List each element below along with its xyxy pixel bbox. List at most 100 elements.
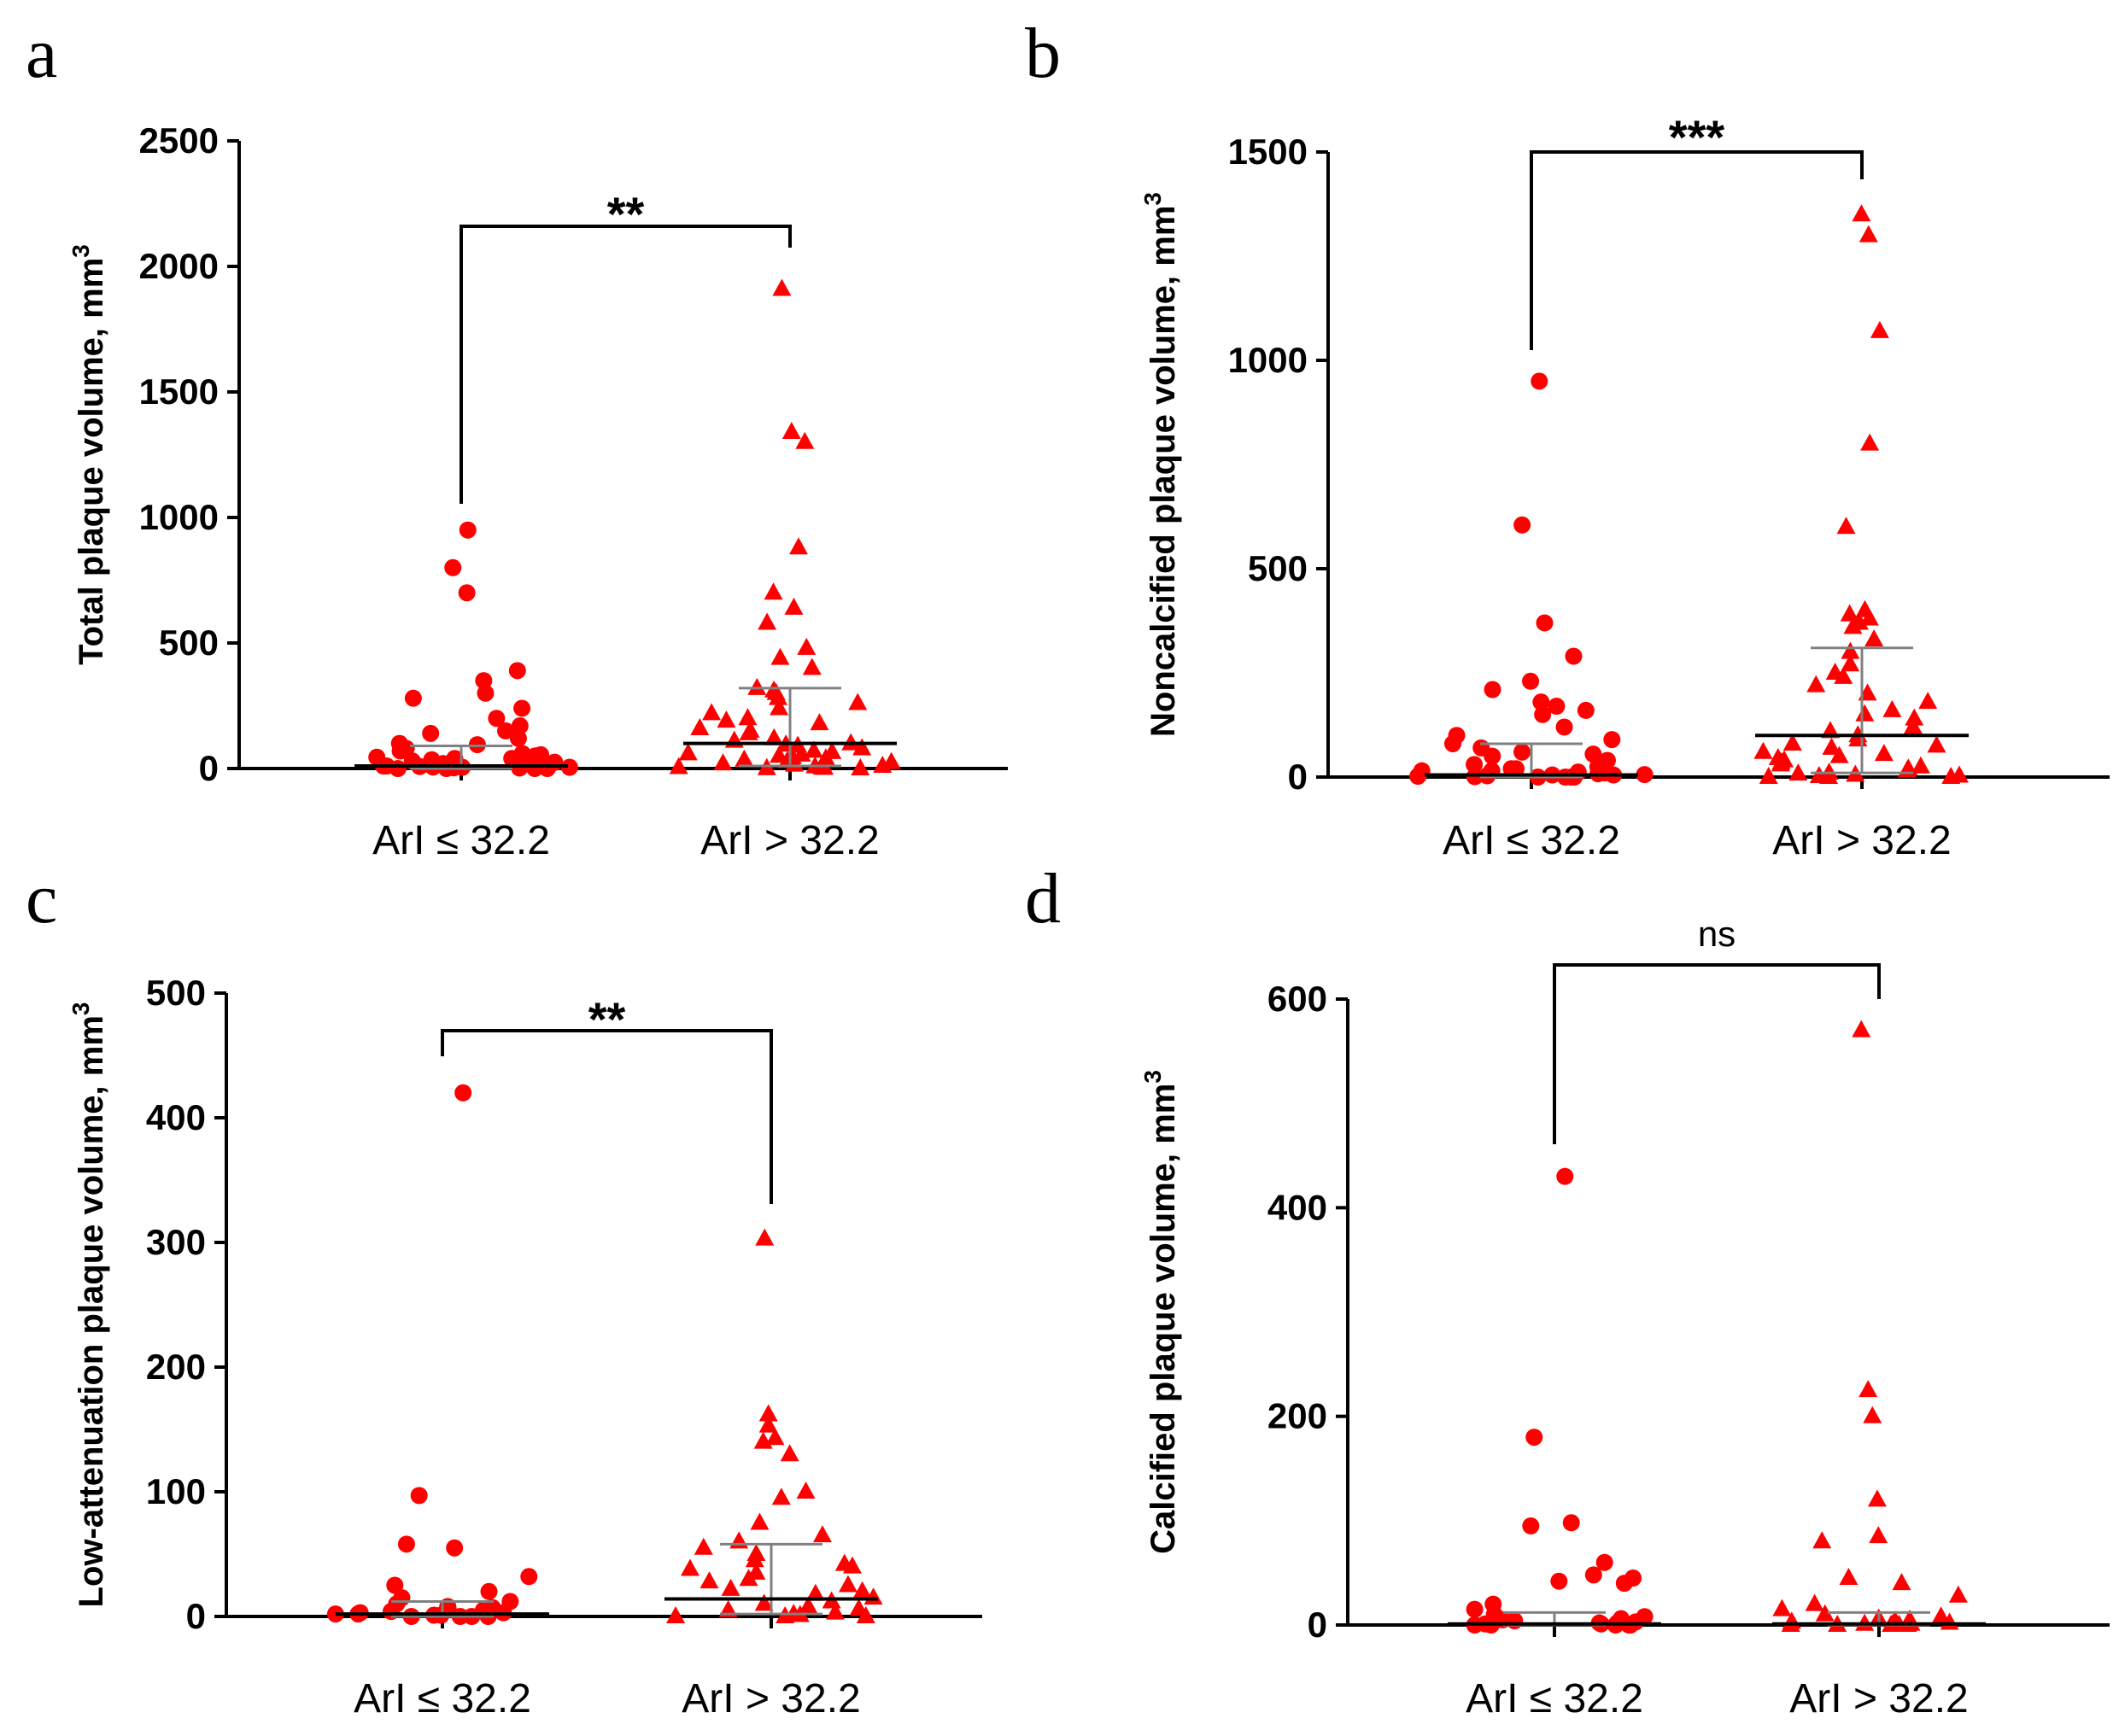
- data-point: [480, 1582, 498, 1600]
- data-point: [1840, 604, 1859, 622]
- y-axis-label-superscript: 3: [1139, 1070, 1166, 1084]
- data-point: [1771, 754, 1790, 772]
- data-point: [753, 1431, 773, 1449]
- data-point: [389, 760, 407, 777]
- y-axis-label: Noncalcified plaque volume, mm3: [1139, 192, 1182, 737]
- data-point: [797, 637, 817, 655]
- data-point: [1839, 1568, 1859, 1586]
- data-point: [852, 738, 872, 756]
- data-point: [1506, 1612, 1524, 1630]
- data-point: [1550, 1572, 1568, 1590]
- y-tick-label: 600: [1267, 979, 1327, 1019]
- data-point: [391, 742, 409, 760]
- data-point: [1819, 767, 1839, 784]
- data-point: [810, 713, 829, 731]
- data-point: [852, 1581, 872, 1599]
- data-point: [1841, 654, 1860, 672]
- data-point: [1870, 320, 1889, 338]
- data-point: [1532, 693, 1550, 711]
- data-point: [764, 582, 783, 600]
- data-point: [446, 1539, 464, 1557]
- data-point: [1525, 1429, 1543, 1447]
- x-category-label: ArI > 32.2: [700, 818, 879, 863]
- data-point: [758, 1415, 778, 1433]
- data-point: [1852, 1020, 1871, 1038]
- data-point: [694, 1537, 713, 1555]
- data-point: [422, 724, 440, 742]
- data-point: [812, 1525, 832, 1543]
- data-point: [789, 537, 809, 555]
- data-point: [1815, 1604, 1835, 1622]
- data-point: [1534, 705, 1552, 723]
- data-point: [1636, 766, 1654, 784]
- panel-c: c 0 100 200 300 400 500 Low-attenuation plaque …: [26, 859, 982, 1721]
- data-point: [1918, 692, 1938, 710]
- data-point: [1859, 225, 1878, 243]
- data-point: [754, 1593, 774, 1611]
- data-point: [755, 1228, 775, 1246]
- data-point: [1863, 1406, 1882, 1423]
- y-tick-label: 200: [1267, 1396, 1327, 1436]
- data-point: [459, 521, 477, 539]
- data-point: [1903, 716, 1923, 734]
- significance-bracket: [1553, 963, 1881, 1144]
- data-point: [1513, 516, 1531, 534]
- data-point: [1522, 1517, 1540, 1534]
- data-point: [1595, 1553, 1613, 1571]
- data-point: [497, 722, 515, 739]
- y-tick-label: 100: [146, 1471, 206, 1511]
- data-point: [410, 1487, 428, 1505]
- panel-letter: b: [1025, 14, 1061, 93]
- data-point: [458, 584, 476, 602]
- data-point: [1409, 768, 1427, 786]
- data-point: [799, 1596, 818, 1614]
- y-tick-label: 300: [146, 1222, 206, 1262]
- data-point: [838, 1575, 858, 1593]
- data-point: [1513, 743, 1531, 761]
- data-point: [678, 743, 698, 761]
- y-tick-label: 2000: [139, 246, 219, 286]
- data-point: [1577, 701, 1595, 719]
- data-point: [1911, 756, 1930, 774]
- data-point: [1555, 718, 1573, 736]
- significance-label: ns: [1698, 914, 1736, 954]
- data-point: [1860, 433, 1880, 451]
- data-point: [1484, 681, 1501, 698]
- data-point: [511, 717, 529, 735]
- panel-d: d 0 200 400 600 Calcified plaque volume, mm3 A…: [1025, 859, 2110, 1721]
- data-point: [1584, 1566, 1602, 1584]
- data-point: [745, 1550, 764, 1568]
- data-point: [802, 658, 822, 675]
- x-category-label: ArI > 32.2: [1772, 818, 1951, 863]
- data-point: [804, 740, 823, 758]
- y-axis-label: Calcified plaque volume, mm3: [1139, 1070, 1182, 1554]
- data-point: [397, 1535, 415, 1553]
- data-point: [739, 1569, 758, 1587]
- data-point: [1753, 741, 1773, 759]
- data-point: [509, 729, 527, 747]
- data-point: [1834, 666, 1853, 684]
- data-point: [856, 1606, 875, 1623]
- data-point: [795, 431, 815, 449]
- y-tick-label: 0: [1308, 1604, 1327, 1645]
- data-point: [560, 758, 578, 776]
- data-point: [758, 1404, 778, 1422]
- data-point: [1841, 641, 1860, 659]
- data-point: [1905, 708, 1924, 726]
- data-point: [758, 612, 777, 630]
- x-category-label: ArI ≤ 32.2: [372, 818, 550, 863]
- data-point: [488, 710, 506, 728]
- data-point: [1869, 1526, 1888, 1544]
- data-point: [848, 693, 868, 710]
- data-point: [690, 717, 710, 735]
- data-point: [764, 728, 784, 745]
- data-point: [1443, 734, 1461, 752]
- data-point: [1859, 1380, 1878, 1398]
- y-tick-label: 0: [1288, 757, 1308, 797]
- data-point: [735, 749, 754, 767]
- significance-label: **: [607, 187, 645, 241]
- y-axis-label: Low-attenuation plaque volume, mm3: [67, 1002, 110, 1608]
- data-point: [700, 1571, 719, 1589]
- data-point: [781, 422, 801, 440]
- y-tick-label: 400: [146, 1097, 206, 1137]
